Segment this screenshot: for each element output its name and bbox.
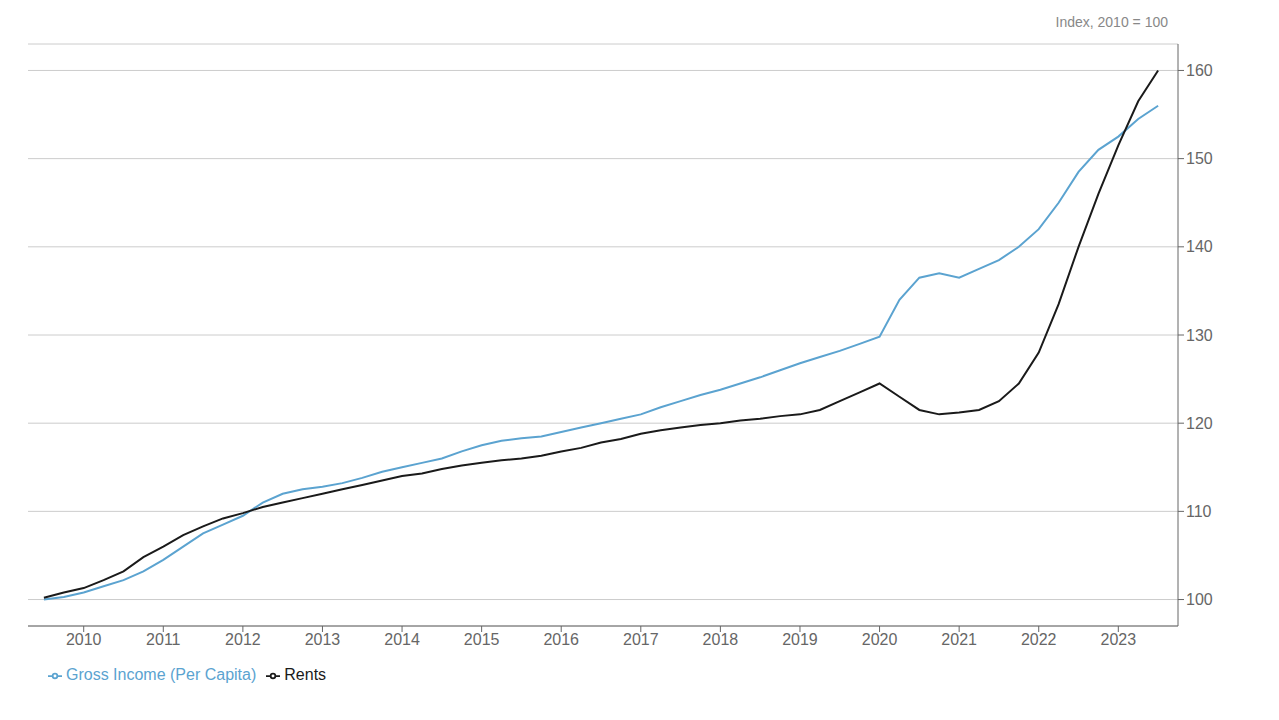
svg-text:100: 100 [1186, 591, 1213, 608]
svg-text:2016: 2016 [543, 631, 579, 648]
svg-text:2012: 2012 [225, 631, 261, 648]
svg-text:2019: 2019 [782, 631, 818, 648]
svg-text:2017: 2017 [623, 631, 659, 648]
svg-text:2010: 2010 [66, 631, 102, 648]
svg-text:130: 130 [1186, 327, 1213, 344]
html-text:Index, 2010 = 100: Index, 2010 = 100 [1055, 14, 1168, 30]
svg-text:2020: 2020 [862, 631, 898, 648]
svg-text:2022: 2022 [1021, 631, 1057, 648]
svg-text:2014: 2014 [384, 631, 420, 648]
html-text:Rents: Rents [284, 666, 327, 683]
html-text:Gross Income (Per Capita): Gross Income (Per Capita) [66, 666, 257, 683]
svg-text:2023: 2023 [1101, 631, 1137, 648]
svg-text:150: 150 [1186, 150, 1213, 167]
svg-text:120: 120 [1186, 415, 1213, 432]
svg-text:110: 110 [1186, 503, 1212, 520]
svg-text:2015: 2015 [464, 631, 500, 648]
svg-text:2011: 2011 [146, 631, 181, 648]
svg-text:140: 140 [1186, 238, 1213, 255]
svg-text:2021: 2021 [941, 631, 977, 648]
svg-text:160: 160 [1186, 62, 1213, 79]
svg-text:2013: 2013 [305, 631, 341, 648]
svg-text:2018: 2018 [703, 631, 739, 648]
